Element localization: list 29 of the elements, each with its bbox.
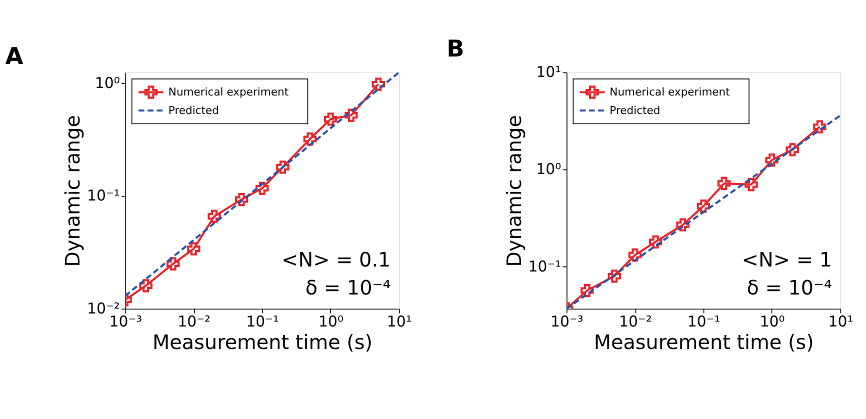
- x-tick-label: 10⁰: [318, 312, 344, 331]
- legend-label: Numerical experiment: [168, 86, 289, 99]
- y-tick-label: 10⁻¹: [528, 257, 562, 276]
- x-tick-label: 10⁻²: [618, 312, 652, 331]
- legend-label: Predicted: [168, 104, 219, 117]
- y-tick-label: 10⁻¹: [87, 186, 120, 205]
- annotation: <N> = 0.1: [282, 248, 391, 272]
- x-tick-label: 10⁻¹: [246, 312, 279, 331]
- annotation: δ = 10⁻⁴: [746, 276, 832, 300]
- y-axis-title: Dynamic range: [62, 114, 85, 267]
- annotation: δ = 10⁻⁴: [305, 276, 391, 300]
- x-tick-label: 10¹: [386, 312, 412, 331]
- legend-label: Numerical experiment: [610, 86, 730, 99]
- y-tick-label: 10⁰: [536, 160, 562, 178]
- x-axis-title: Measurement time (s): [152, 330, 373, 354]
- x-tick-label: 10¹: [828, 312, 854, 331]
- legend-label: Predicted: [610, 104, 660, 117]
- x-tick-label: 10⁻³: [550, 312, 584, 331]
- y-tick-label: 10¹: [536, 62, 562, 81]
- annotation: <N> = 1: [742, 248, 832, 272]
- x-tick-label: 10⁻¹: [687, 312, 720, 331]
- x-tick-label: 10⁻³: [109, 312, 142, 331]
- x-axis-title: Measurement time (s): [594, 330, 814, 354]
- x-tick-label: 10⁰: [760, 312, 785, 331]
- x-tick-label: 10⁻²: [178, 312, 211, 331]
- chart-title: A: [5, 43, 24, 70]
- y-tick-label: 10⁰: [94, 74, 120, 92]
- chart-title: B: [446, 36, 464, 63]
- y-axis-title: Dynamic range: [502, 114, 526, 267]
